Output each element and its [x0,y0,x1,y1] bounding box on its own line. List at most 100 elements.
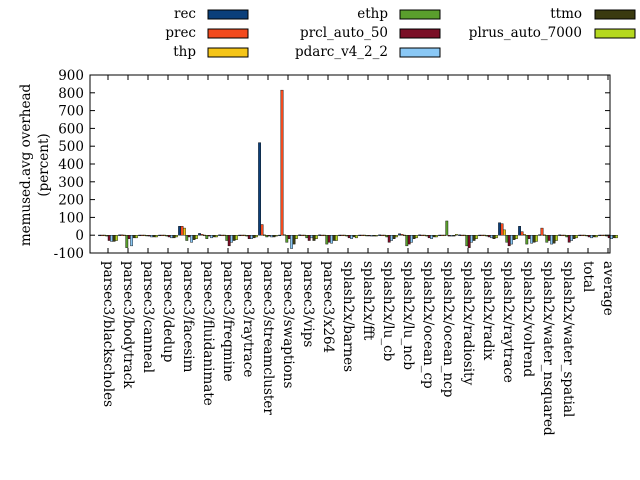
bar-ttmo-splash2x-radix [492,234,496,239]
x-tick-label: splash2x/ocean_ncp [440,261,456,397]
bar-ethp-parsec3-freqmine [225,234,229,241]
bar-plrus_auto_7000-splash2x-barnes [355,234,358,239]
bar-ethp-parsec3-dedup [165,234,169,237]
bar-prec-splash2x-fft [360,234,364,237]
bar-thp-parsec3-facesim [182,227,186,236]
bar-ttmo-parsec3-x264 [332,234,336,241]
bar-prec-splash2x-radix [480,234,484,237]
bar-plrus_auto_7000-parsec3-raytrace [254,234,258,238]
bar-ethp-splash2x-radiosity [465,234,469,247]
bar-thp-splash2x-lu-cb [383,234,386,237]
bar-rec-parsec3-bodytrack [118,234,122,236]
bar-pdarc_v4_2_2-parsec3-dedup [170,234,173,239]
bar-plrus_auto_7000-parsec3-swaptions [295,234,298,239]
x-tick-label: splash2x/lu_cb [380,261,396,361]
bar-ttmo-parsec3-raytrace [252,234,256,239]
bar-thp-splash2x-raytrace [503,229,506,236]
bar-pdarc_v4_2_2-parsec3-raytrace [250,234,253,239]
bar-rec-splash2x-volrend [518,226,522,236]
bar-plrus_auto_7000-splash2x-raytrace [515,234,518,239]
bar-plrus_auto_7000-parsec3-bodytrack [134,234,138,239]
bar-prcl_auto_50-parsec3-swaptions [287,234,291,239]
bar-rec-parsec3-freqmine [218,234,221,236]
bar-ttmo-splash2x-fft [372,234,376,237]
bar-rec-splash2x-lu-cb [378,234,381,236]
bar-prcl_auto_50-splash2x-radiosity [467,234,471,248]
bar-prec-splash2x-water-spatial [560,234,564,237]
bar-prcl_auto_50-splash2x-ocean-ncp [447,234,451,237]
bar-prcl_auto_50-parsec3-blackscholes [107,234,111,241]
legend-label-prcl_auto_50: prcl_auto_50 [300,25,388,41]
bar-ttmo-parsec3-fluidanimate [212,234,216,238]
y-tick-label: 400 [58,157,84,173]
bar-ttmo-parsec3-blackscholes [112,234,116,242]
x-tick-label: splash2x/raytrace [500,261,516,383]
bar-ethp-parsec3-facesim [185,234,189,241]
bar-rec-parsec3-vips [298,234,301,236]
bar-thp-splash2x-ocean-ncp [443,234,446,237]
bar-pdarc_v4_2_2-parsec3-blackscholes [110,234,114,242]
bar-prcl_auto_50-parsec3-dedup [167,234,171,238]
bar-thp-parsec3-x264 [323,234,326,237]
bar-pdarc_v4_2_2-splash2x-fft [370,234,373,237]
bar-ethp-parsec3-x264 [325,234,329,245]
bar-pdarc_v4_2_2-splash2x-volrend [530,234,534,244]
bar-prcl_auto_50-parsec3-facesim [187,234,191,238]
bar-prec-average [600,234,604,237]
bar-ethp-parsec3-canneal [145,234,149,237]
bar-ethp-splash2x-lu-cb [385,234,389,238]
bar-thp-splash2x-fft [363,234,366,237]
bar-pdarc_v4_2_2-parsec3-fluidanimate [210,234,213,239]
bar-plrus_auto_7000-splash2x-radiosity [475,234,478,239]
bar-ethp-splash2x-ocean-ncp [445,220,449,236]
bar-ethp-splash2x-raytrace [505,234,509,243]
bar-prcl_auto_50-splash2x-volrend [527,234,531,239]
bar-ttmo-splash2x-radiosity [472,234,476,241]
bar-plrus_auto_7000-parsec3-blackscholes [114,234,118,241]
legend-swatch-ethp [399,9,441,20]
bar-prcl_auto_50-splash2x-water-nsquared [547,234,551,241]
x-tick-label: parsec3/fluidanimate [200,261,216,406]
bar-ttmo-splash2x-water-nsquared [552,234,556,244]
bar-plrus_auto_7000-parsec3-facesim [194,234,198,239]
x-tick-label: parsec3/facesim [180,261,196,373]
bar-prec-parsec3-freqmine [220,234,224,237]
bar-plrus_auto_7000-splash2x-lu-cb [395,234,398,238]
bar-prec-parsec3-x264 [320,234,324,237]
bar-pdarc_v4_2_2-splash2x-barnes [350,234,353,239]
y-tick-label: 300 [58,175,84,191]
bar-prcl_auto_50-splash2x-raytrace [507,234,511,247]
bar-plrus_auto_7000-splash2x-water-spatial [575,234,578,239]
bar-rec-splash2x-fft [358,234,361,237]
y-tick-label: 200 [58,193,84,209]
bar-prec-splash2x-lu-ncb [400,234,404,236]
bar-prec-parsec3-bodytrack [120,234,124,236]
bar-ttmo-splash2x-water-spatial [572,234,576,239]
legend-label-ttmo: ttmo [550,6,582,22]
bar-plrus_auto_7000-parsec3-vips [315,234,318,239]
x-tick-label: parsec3/x264 [320,261,336,353]
x-tick-label: parsec3/bodytrack [120,261,136,389]
bar-plrus_auto_7000-splash2x-water-nsquared [555,234,558,241]
bar-prec-splash2x-water-nsquared [540,227,544,236]
x-tick-label: parsec3/canneal [140,261,156,373]
bar-ethp-parsec3-bodytrack [125,234,129,248]
bar-pdarc_v4_2_2-parsec3-streamcluster [270,234,273,238]
bar-prcl_auto_50-parsec3-canneal [147,234,151,237]
y-tick-label: 500 [58,139,84,155]
bar-thp-total [583,234,586,237]
legend-swatch-ttmo [594,9,636,20]
bar-ttmo-total [592,234,596,238]
bar-ttmo-parsec3-streamcluster [272,234,276,238]
x-tick-label: splash2x/lu_ncb [400,261,416,370]
bar-thp-parsec3-raytrace [242,234,246,237]
bar-prec-splash2x-raytrace [500,223,504,236]
bar-prec-parsec3-facesim [180,226,184,236]
bar-plrus_auto_7000-parsec3-freqmine [234,234,238,240]
bar-thp-parsec3-fluidanimate [202,234,206,237]
bar-prec-splash2x-ocean-ncp [440,234,444,237]
bar-prcl_auto_50-splash2x-radix [487,234,491,238]
x-tick-label: splash2x/water_spatial [560,261,576,417]
bar-thp-parsec3-dedup [162,234,166,237]
bar-thp-parsec3-canneal [142,234,146,237]
